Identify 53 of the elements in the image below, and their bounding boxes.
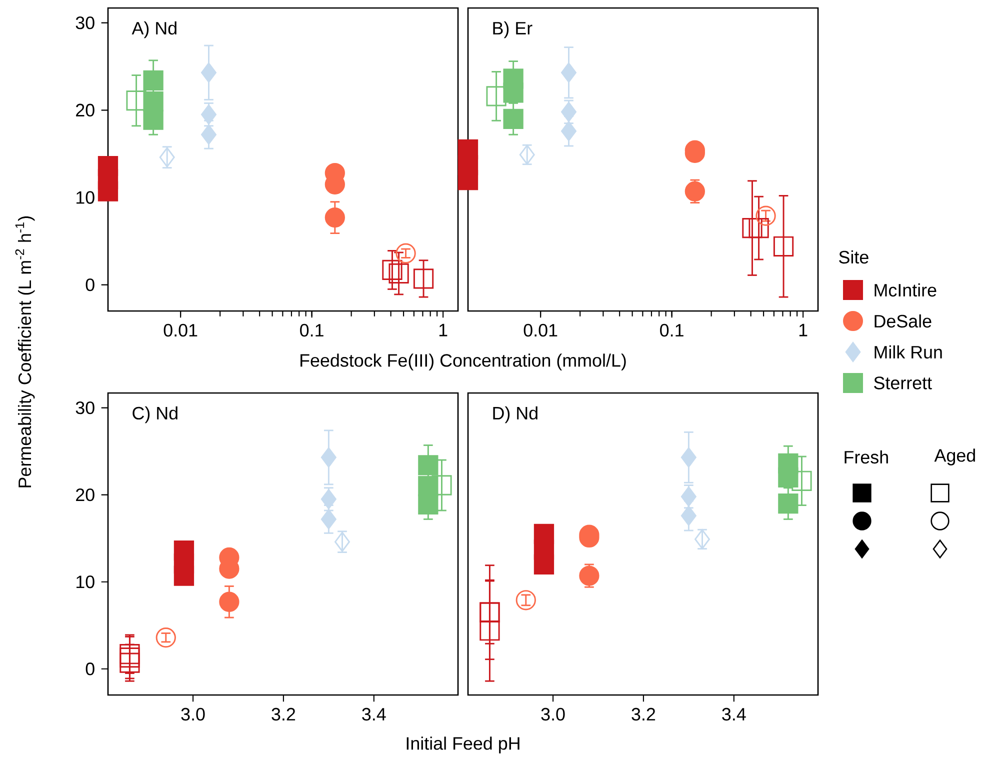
point — [534, 554, 554, 575]
point — [320, 509, 336, 530]
x-tick-label: 3.0 — [541, 708, 565, 721]
point — [579, 566, 600, 586]
x-tick-label: 0.01 — [524, 324, 558, 337]
y-tick-label: 0 — [86, 278, 94, 292]
legend-label: Milk Run — [874, 345, 942, 359]
legend-label: DeSale — [874, 314, 932, 328]
legend-title: Site — [839, 250, 868, 264]
point — [120, 652, 140, 673]
y-axis-title: Permeability Coefficient (L m$^{-2}$ h$^{-1}$) — [15, 216, 35, 488]
x-axis-title: Feedstock Fe(III) Concentration (mmol/L) — [300, 354, 626, 370]
point — [516, 590, 536, 610]
y-tick-label: 20 — [76, 104, 94, 116]
text: A) Nd — [132, 21, 176, 38]
point — [120, 644, 140, 664]
x-tick-label: 3.4 — [722, 708, 746, 721]
x-tick-label: 0.01 — [164, 324, 198, 337]
point — [432, 475, 452, 496]
point — [680, 447, 696, 468]
point — [174, 566, 194, 586]
y-tick-label: 10 — [76, 576, 94, 588]
legend-label: McIntire — [874, 283, 936, 297]
point — [219, 592, 240, 612]
x-tick-label: 3.0 — [181, 708, 205, 721]
x-tick-label: 1 — [439, 324, 448, 336]
legend-label: Sterrett — [874, 376, 932, 390]
point — [418, 455, 438, 476]
y-tick-label: 10 — [76, 191, 94, 204]
point — [480, 620, 500, 641]
y-tick-label: 30 — [76, 401, 94, 414]
x-tick-label: 0.1 — [300, 324, 324, 337]
y-tick-label: 30 — [76, 16, 94, 30]
point — [680, 506, 696, 526]
text: C) Nd — [132, 406, 178, 424]
text: B) Er — [493, 21, 532, 38]
x-tick-label: 3.2 — [632, 708, 656, 721]
point — [120, 648, 140, 668]
point — [778, 467, 798, 488]
text: Fresh — [844, 450, 888, 464]
text: Aged — [934, 448, 975, 466]
x-tick-label: 1 — [799, 324, 808, 336]
y-tick-label: 20 — [76, 488, 94, 502]
text: D) Nd — [493, 406, 538, 424]
x-tick-label: 3.4 — [362, 708, 386, 721]
point — [778, 493, 798, 514]
y-tick-label: 0 — [86, 662, 94, 676]
x-tick-label: 0.1 — [660, 324, 684, 337]
point — [156, 627, 176, 648]
x-tick-label: 3.2 — [272, 708, 296, 721]
point — [320, 447, 336, 468]
point — [418, 494, 438, 514]
x-axis-title: Initial Feed pH — [406, 736, 520, 754]
